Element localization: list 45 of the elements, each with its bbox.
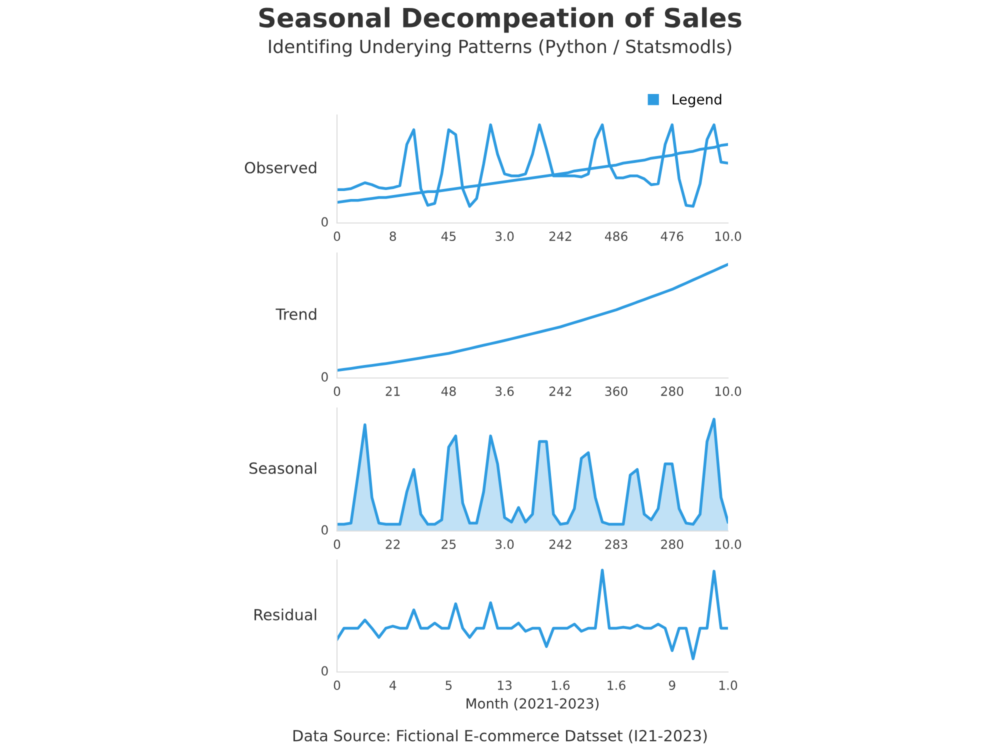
x-axis-title: Month (2021-2023): [466, 698, 599, 710]
x-tick-label: 9: [668, 680, 676, 690]
source-note: Data Source: Fictional E-commerce Datsset (I21-2023): [293, 730, 707, 744]
x-tick-label: 10.0: [715, 232, 742, 242]
x-tick-label: 10.0: [715, 540, 742, 550]
text: 0: [322, 372, 328, 382]
text: 0: [322, 217, 328, 227]
text: 0: [322, 525, 328, 535]
x-tick-label: 13: [498, 680, 512, 690]
x-tick-label: 360: [605, 386, 628, 396]
x-tick-label: 10.0: [715, 386, 742, 396]
x-tick-label: 0: [334, 232, 340, 242]
x-tick-label: 283: [605, 540, 628, 550]
chart-subtitle: Identifing Underying Patterns (Python / Statsmodls): [269, 39, 732, 57]
x-tick-label: 0: [334, 540, 340, 550]
x-tick-label: 48: [441, 386, 456, 396]
y-axis-title: Seasonal: [250, 462, 316, 474]
y-axis-title: Trend: [276, 308, 316, 320]
x-tick-label: 486: [604, 232, 628, 242]
x-tick-label: 1.6: [552, 680, 570, 690]
y-axis-title: Residual: [254, 608, 316, 620]
chart-title: Seasonal Decompeation of Sales: [259, 7, 742, 33]
x-tick-label: 3.6: [496, 386, 514, 396]
x-tick-label: 22: [386, 540, 400, 549]
x-tick-label: 242: [549, 232, 572, 241]
x-tick-label: 3.0: [496, 232, 514, 242]
x-tick-label: 45: [441, 232, 456, 242]
x-tick-label: 21: [386, 386, 400, 396]
y-axis-title: Observed: [244, 162, 316, 174]
x-tick-label: 280: [661, 386, 684, 396]
x-tick-label: 25: [442, 540, 456, 550]
x-tick-label: 1.6: [608, 680, 626, 690]
x-tick-label: 3.0: [496, 540, 514, 550]
x-tick-label: 5: [446, 680, 452, 690]
x-tick-label: 242: [549, 540, 572, 549]
legend-label: Legend: [672, 94, 722, 108]
x-tick-label: 280: [661, 540, 684, 550]
text: 0: [322, 666, 328, 676]
x-tick-label: 0: [334, 386, 340, 396]
x-tick-label: 0: [334, 680, 340, 690]
x-tick-label: 4: [389, 680, 396, 690]
x-tick-label: 1.0: [719, 680, 738, 690]
x-tick-label: 476: [660, 232, 684, 242]
x-tick-label: 8: [390, 232, 396, 242]
x-tick-label: 242: [549, 386, 572, 396]
